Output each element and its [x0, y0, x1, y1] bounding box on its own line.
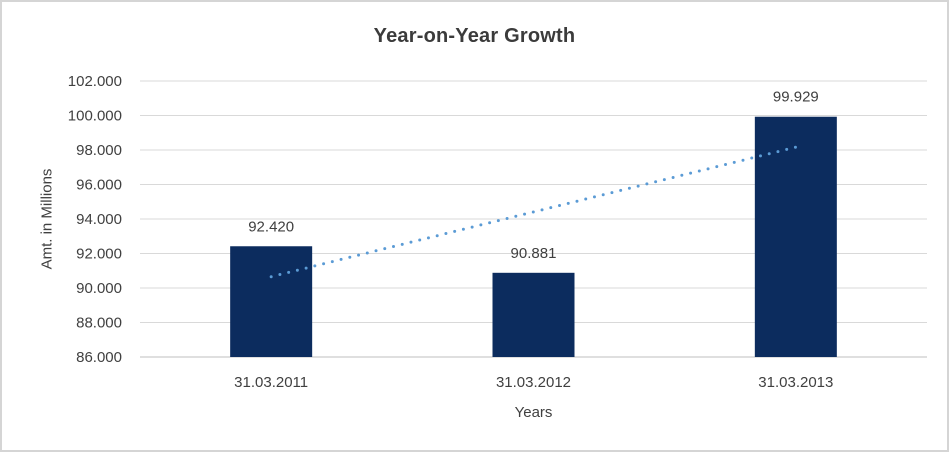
bar-data-label: 90.881	[511, 245, 557, 262]
chart-title: Year-on-Year Growth	[373, 25, 576, 47]
x-axis-title: Years	[514, 404, 553, 421]
y-tick-label: 86.000	[76, 349, 122, 366]
y-tick-label: 100.000	[68, 108, 122, 125]
bar-data-label: 92.420	[248, 218, 294, 235]
y-tick-label: 88.000	[76, 315, 122, 332]
y-tick-label: 102.000	[68, 73, 122, 90]
y-tick-label: 94.000	[76, 211, 122, 228]
bar	[492, 272, 575, 357]
bar	[230, 246, 313, 357]
y-tick-label: 96.000	[76, 177, 122, 194]
trendline	[269, 145, 798, 279]
y-tick-label: 98.000	[76, 142, 122, 159]
bar	[754, 116, 837, 357]
category-label: 31.03.2011	[234, 374, 308, 391]
y-tick-label: 90.000	[76, 280, 122, 297]
y-tick-label: 92.000	[76, 246, 122, 263]
category-label: 31.03.2012	[496, 374, 571, 391]
category-label: 31.03.2013	[758, 374, 833, 391]
bar-data-label: 99.929	[773, 89, 819, 106]
